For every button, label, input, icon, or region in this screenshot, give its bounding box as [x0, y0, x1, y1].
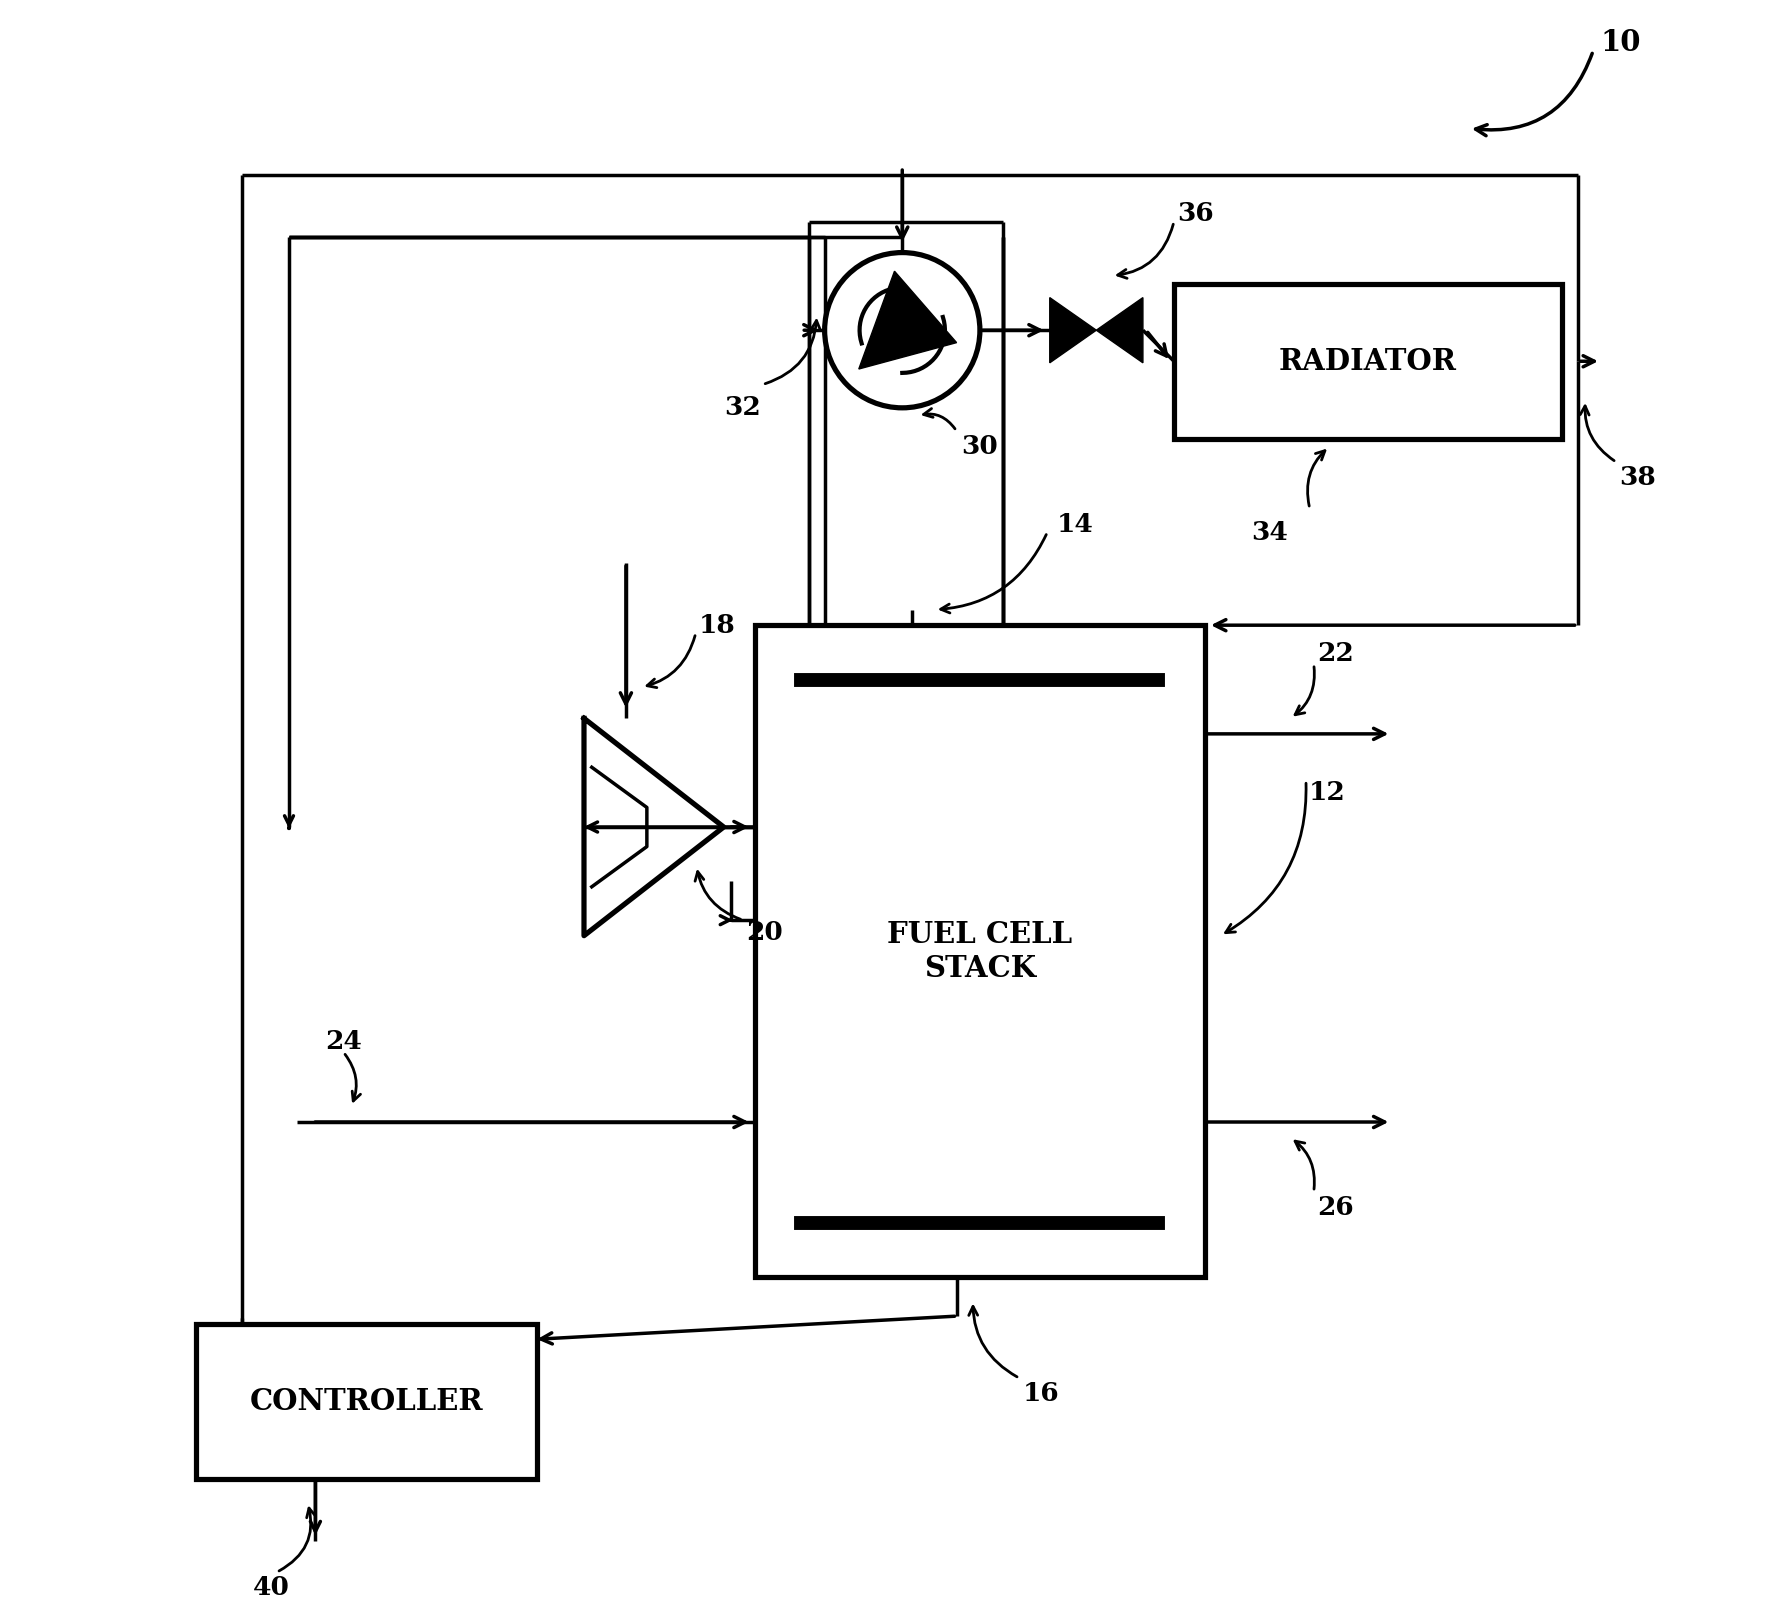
- Text: 20: 20: [746, 920, 784, 944]
- Text: RADIATOR: RADIATOR: [1279, 347, 1456, 376]
- Text: 16: 16: [1023, 1381, 1059, 1406]
- Text: 30: 30: [961, 435, 998, 459]
- Text: 36: 36: [1177, 201, 1213, 227]
- Text: 22: 22: [1317, 641, 1354, 666]
- Bar: [195, 1323, 537, 1480]
- Text: 34: 34: [1252, 519, 1288, 545]
- Polygon shape: [1050, 297, 1097, 363]
- Text: 12: 12: [1310, 780, 1345, 805]
- Text: 40: 40: [254, 1576, 290, 1598]
- Text: 26: 26: [1317, 1195, 1354, 1219]
- Text: 38: 38: [1619, 465, 1657, 491]
- Polygon shape: [1097, 297, 1143, 363]
- Polygon shape: [859, 272, 957, 369]
- Text: 10: 10: [1601, 29, 1642, 58]
- Text: CONTROLLER: CONTROLLER: [250, 1387, 483, 1416]
- Bar: [755, 625, 1206, 1277]
- Text: FUEL CELL
STACK: FUEL CELL STACK: [887, 920, 1072, 983]
- Text: 14: 14: [1057, 511, 1093, 537]
- Bar: [1174, 283, 1562, 439]
- Text: 32: 32: [725, 395, 760, 420]
- Text: 24: 24: [326, 1029, 361, 1053]
- Text: 18: 18: [699, 612, 735, 638]
- Circle shape: [825, 252, 980, 407]
